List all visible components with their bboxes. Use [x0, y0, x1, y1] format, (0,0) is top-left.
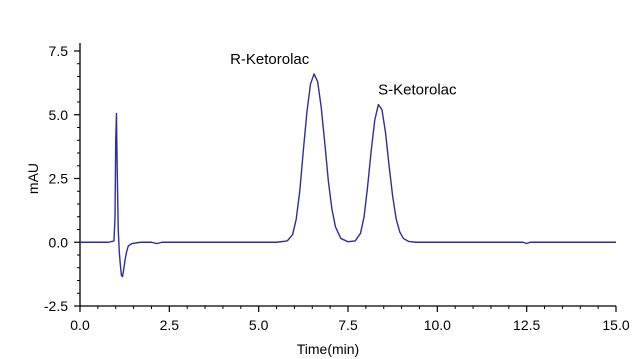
- tick-labels: 0.0 2.5 5.0 7.5 10.0 12.5 15.0-2.50.02.55.07.5: [44, 43, 630, 333]
- x-tick-label: 2.5: [160, 317, 180, 333]
- series-line: [80, 73, 616, 278]
- x-tick-label: 10.0: [424, 317, 451, 333]
- y-tick-label: 2.5: [49, 171, 69, 187]
- y-tick-label: 7.5: [49, 43, 69, 59]
- axes: [79, 43, 616, 307]
- ticks: [74, 50, 617, 312]
- x-tick-label: 5.0: [249, 317, 269, 333]
- x-axis-title: Time(min): [297, 341, 359, 357]
- series-group: [80, 73, 616, 278]
- x-tick-label: 15.0: [602, 317, 629, 333]
- peak-annotation: R-Ketorolac: [230, 51, 310, 68]
- peak-annotation: S-Ketorolac: [378, 82, 457, 99]
- y-tick-label: 5.0: [49, 107, 69, 123]
- annotations: R-Ketorolac S-Ketorolac: [230, 51, 457, 99]
- x-tick-label: 7.5: [338, 317, 358, 333]
- y-axis-title: mAU: [25, 163, 41, 194]
- y-tick-label: -2.5: [44, 298, 68, 314]
- x-tick-label: 12.5: [513, 317, 540, 333]
- x-tick-label: 0.0: [70, 317, 90, 333]
- y-tick-label: 0.0: [49, 234, 69, 250]
